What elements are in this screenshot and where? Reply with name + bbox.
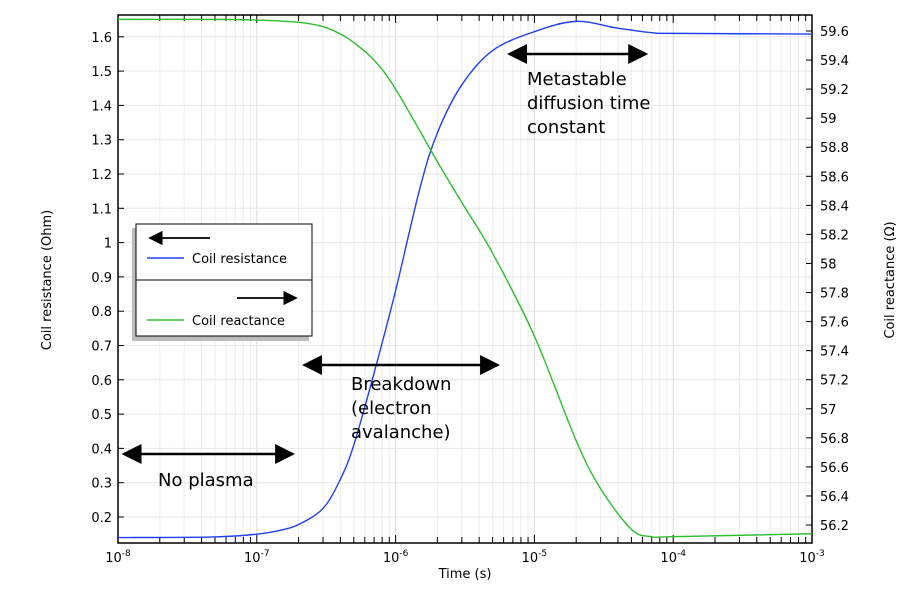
series-line-coil-resistance	[117, 20, 813, 539]
annotation-text: Metastable	[527, 69, 627, 90]
y2-tick-label: 56.8	[820, 432, 849, 447]
y2-tick-label: 59.4	[820, 54, 849, 69]
y2-tick-label: 58.2	[820, 228, 849, 243]
legend-label: Coil resistance	[192, 252, 287, 267]
x-tick-label: 10-5	[522, 549, 548, 566]
y-tick-label: 0.2	[91, 511, 112, 526]
y-tick-label: 1.6	[91, 31, 112, 46]
y-tick-label: 0.8	[91, 305, 112, 320]
y2-tick-label: 59	[820, 112, 837, 127]
y-tick-label: 0.7	[91, 340, 112, 355]
y2-tick-label: 57.2	[820, 374, 849, 389]
annotation-text: No plasma	[158, 470, 254, 491]
legend-label: Coil reactance	[192, 314, 285, 329]
annotation-text: constant	[527, 117, 605, 138]
y2-tick-label: 58.4	[820, 199, 849, 214]
y-tick-label: 1.2	[91, 168, 112, 183]
x-tick-label: 10-6	[383, 549, 409, 566]
annotation-text: (electron	[351, 398, 432, 419]
x-tick-label: 10-8	[105, 549, 131, 566]
annotation-text: avalanche)	[351, 422, 451, 443]
y-tick-label: 1	[104, 237, 112, 252]
y2-tick-label: 57	[820, 403, 837, 418]
y-tick-label: 1.3	[91, 134, 112, 149]
y2-tick-label: 58.6	[820, 170, 849, 185]
y2-tick-label: 59.2	[820, 83, 849, 98]
y-tick-label: 0.3	[91, 477, 112, 492]
y2-tick-label: 58	[820, 257, 837, 272]
y-tick-label: 0.6	[91, 374, 112, 389]
series-line-coil-reactance	[117, 18, 813, 539]
y-tick-label: 1.4	[91, 99, 112, 114]
y-axis-label: Coil resistance (Ohm)	[40, 210, 55, 350]
x-tick-label: 10-4	[660, 549, 686, 566]
y2-tick-label: 59.6	[820, 25, 849, 40]
y-tick-label: 0.9	[91, 271, 112, 286]
y-tick-label: 0.4	[91, 442, 112, 457]
y-tick-label: 1.5	[91, 65, 112, 80]
y2-tick-label: 56.6	[820, 461, 849, 476]
y2-tick-label: 56.4	[820, 490, 849, 505]
annotation-text: diffusion time	[527, 93, 650, 114]
plot-frame	[117, 14, 813, 544]
y2-axis-label: Coil reactance (Ω)	[883, 221, 898, 338]
x-tick-label: 10-3	[799, 549, 825, 566]
y2-tick-label: 57.8	[820, 287, 849, 302]
y2-tick-label: 57.6	[820, 316, 849, 331]
y2-tick-label: 56.2	[820, 519, 849, 534]
y-tick-label: 0.5	[91, 408, 112, 423]
annotation-text: Breakdown	[351, 374, 451, 395]
x-tick-label: 10-7	[244, 549, 270, 566]
y-tick-label: 1.1	[91, 202, 112, 217]
x-axis-label: Time (s)	[438, 567, 492, 582]
y2-tick-label: 57.4	[820, 345, 849, 360]
legend: Coil resistance Coil reactance	[132, 223, 313, 341]
y2-tick-label: 58.8	[820, 141, 849, 156]
